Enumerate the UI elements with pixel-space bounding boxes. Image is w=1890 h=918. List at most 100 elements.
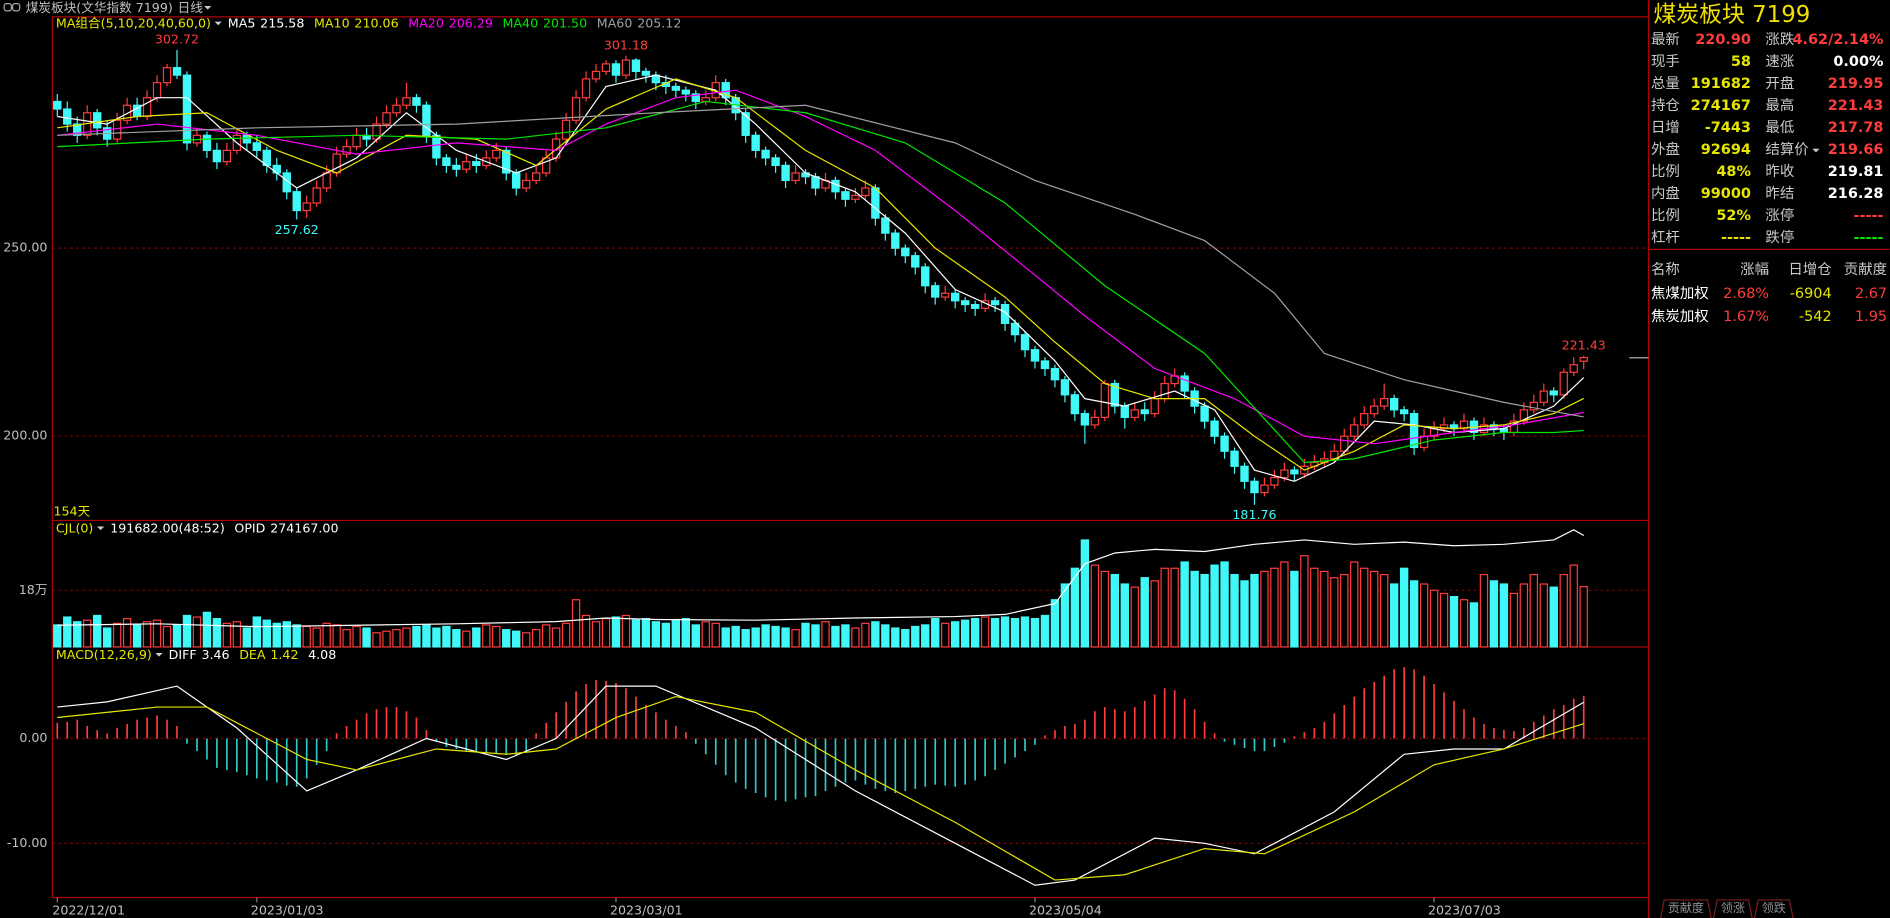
volume-bar [272,622,281,648]
candle-body [1080,413,1090,426]
volume-bar [1429,589,1439,648]
high-label: 221.43 [1562,337,1606,352]
volume-bar [691,624,700,648]
candle-body [1010,322,1020,336]
candle-body [462,161,471,170]
volume-bar [641,618,651,648]
quote-value: 48% [1716,164,1751,180]
panel-tab[interactable]: 领跌 [1762,900,1786,915]
volume-bar [561,622,571,648]
candle-body [152,82,162,99]
volume-bar [93,614,102,648]
panel-tab[interactable]: 领涨 [1721,900,1745,915]
sector-cell: -542 [1799,309,1832,325]
volume-bar [512,630,521,648]
volume-bar [1539,583,1548,648]
candle-body [1559,371,1568,396]
candle-body [292,191,301,212]
volume-bar [1579,586,1588,648]
volume-bar [801,622,810,648]
volume-bar [711,622,720,648]
x-tick-label: 2023/03/01 [610,902,683,917]
dropdown-caret[interactable] [1812,148,1820,153]
volume-bar [63,616,72,648]
volume-bar [1010,618,1020,648]
legend-title: MA组合(5,10,20,40,60,0) [56,16,211,31]
volume-bar [462,630,471,648]
volume-bar [1190,570,1199,648]
legend-value: 210.06 [354,16,398,31]
candle-body [342,146,351,155]
candle-body [1519,409,1529,422]
instrument-title: 煤炭板块(文华指数 7199) [26,0,173,15]
candle-body [1030,349,1040,362]
volume-bar [1060,583,1070,648]
volume-bar [671,619,681,648]
volume-bar [1100,570,1110,648]
tab-outline[interactable] [1660,899,1712,918]
legend-value: 274167.00 [270,520,338,535]
volume-bar [551,627,561,648]
volume-bar [1150,580,1159,648]
quote-label: 开盘 [1765,74,1794,92]
legend-caret[interactable] [155,652,163,657]
legend-caret[interactable] [214,21,222,26]
candle-body [1360,413,1369,426]
app-icon [3,3,21,12]
volume-bar [990,618,1000,648]
sector-cell: 1.67% [1723,309,1769,325]
volume-bar [611,616,621,648]
legend-name: MA10 [314,16,350,31]
volume-bar [73,621,82,648]
panel-tab[interactable]: 贡献度 [1668,900,1704,915]
volume-bar [1330,577,1339,648]
volume-bar [1559,573,1568,648]
quote-label: 外盘 [1651,140,1680,158]
volume-bar [1040,614,1050,648]
volume-bar [1370,570,1379,648]
candle-body [122,104,132,121]
candle-body [1549,390,1558,396]
volume-bar [142,621,152,648]
candle-body [202,134,212,151]
candle-body [831,179,840,193]
legend-caret[interactable] [96,526,105,531]
candle-body [212,149,222,163]
quote-value: 99000 [1701,186,1751,202]
period-caret[interactable] [204,6,212,10]
candle-body [282,172,291,193]
volume-bar [1280,561,1289,648]
candle-body [1060,379,1070,396]
quote-label: 比例 [1651,163,1680,180]
volume-bar [1479,573,1489,648]
quote-label: 内盘 [1651,184,1680,202]
candle-body [472,161,481,167]
volume-bar [831,625,840,648]
y-tick-label: 200.00 [3,428,47,443]
quote-value: 4.62/2.14% [1792,32,1883,48]
volume-bar [1030,618,1040,648]
candle-body [1389,397,1399,411]
candle-body [841,191,850,200]
quote-label: 昨结 [1765,185,1794,202]
ma-line [57,100,1584,464]
candle-body [142,97,152,118]
period-selector[interactable]: 日线 [178,0,204,15]
volume-bar [681,618,691,648]
candle-body [721,82,730,99]
candle-body [531,172,541,182]
tab-outline[interactable] [1753,899,1794,918]
candle-body [1160,382,1169,400]
volume-bar [152,619,162,648]
candle-body [871,187,880,219]
volume-bar [761,624,770,648]
volume-bar [1519,583,1529,648]
volume-bar [422,624,431,648]
candle-body [1370,405,1379,415]
legend-value: 206.29 [449,16,493,31]
quote-label: 总量 [1651,75,1680,92]
quote-title: 煤炭板块 7199 [1653,2,1810,28]
volume-bar [941,622,950,648]
candle-body [561,119,571,140]
tab-outline[interactable] [1712,899,1753,918]
